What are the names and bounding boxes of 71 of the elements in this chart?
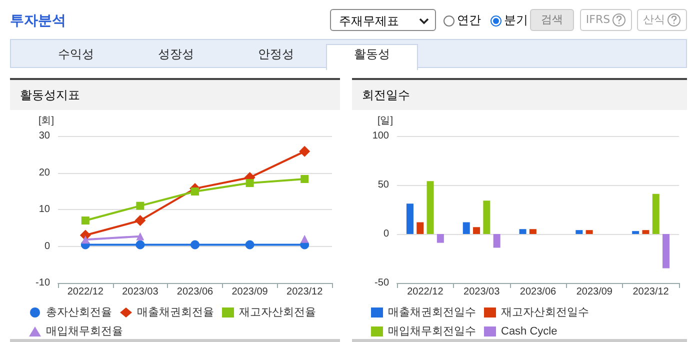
point [300,234,309,243]
chart-title: 활동성지표 [10,80,340,110]
x-tick-label: 2023/06 [520,286,557,298]
point [246,179,254,188]
point [136,232,144,240]
bar [493,234,500,248]
y-tick-label: 0 [383,228,390,240]
text: 안정성 [257,46,295,63]
legend-label: 재고자산회전율 [239,306,316,318]
bar [483,200,490,234]
point [300,174,309,183]
y-tick-label: 10 [38,204,50,215]
x-tick-label: 2023/12 [632,286,670,298]
x-tick-label: 2023/12 [286,286,324,298]
y-tick-label: -50 [374,278,390,288]
y-axis-title: [회] [38,116,54,126]
point [81,236,90,244]
bar [642,230,650,234]
point [136,240,145,250]
point [81,216,90,225]
bar [662,234,670,268]
bar [473,227,480,234]
x-tick-label: 2023/09 [232,286,268,298]
chart-title: 회전일수 [352,80,687,110]
bar [576,230,583,234]
point [190,240,200,250]
x-tick-label: 2023/06 [176,286,214,298]
text: IFRS [580,9,632,31]
bar [436,234,444,243]
text: 분기 [504,12,528,29]
x-tick-label: 2022/12 [407,286,444,298]
text: 활동성 [326,44,418,70]
text: 성장성 [157,46,195,63]
x-tick-label: 2023/09 [576,286,613,298]
point [299,146,310,157]
point [191,187,199,196]
legend-label: 재고자산회전일수 [501,306,589,318]
x-tick-label: 2022/12 [67,286,104,298]
bar [529,229,536,234]
bar [632,231,640,234]
y-axis-title: [일] [377,116,394,126]
text: 연간 [457,12,481,29]
legend-label: 총자산회전율 [46,306,112,318]
y-tick-label: 20 [38,167,50,178]
text: 수익성 [57,46,95,63]
text: 투자분석 [10,12,66,30]
bar [416,222,424,234]
bar [406,204,414,234]
text: 주재무제표 [330,9,436,31]
legend-label: Cash Cycle [501,326,558,338]
y-tick-label: 50 [378,180,390,190]
legend-label: 매입채무회전일수 [388,326,476,338]
y-tick-label: 30 [38,130,50,142]
bar [519,229,526,234]
y-tick-label: -10 [36,278,50,288]
legend-label: 매출채권회전일수 [388,306,476,318]
bar [426,181,434,234]
legend-label: 매입채무회전율 [46,326,123,338]
point [136,202,144,210]
bar [462,222,470,234]
point [245,240,254,250]
bar [586,230,593,234]
legend-label: 매출채권회전율 [137,306,214,318]
y-tick-label: 100 [372,130,390,142]
x-tick-label: 2023/03 [464,286,500,298]
x-tick-label: 2023/03 [122,286,159,298]
bar [652,194,660,234]
point [134,215,146,226]
text: 검색 [530,9,574,31]
y-tick-label: 0 [44,240,50,252]
text: 산식 [637,9,687,31]
